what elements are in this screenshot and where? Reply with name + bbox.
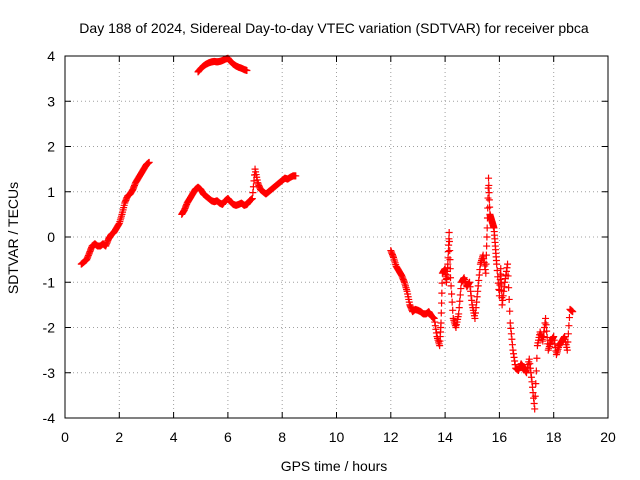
- data-point: [249, 183, 257, 191]
- x-tick-label: 2: [115, 429, 123, 445]
- data-point: [497, 272, 505, 280]
- data-point: [482, 251, 490, 259]
- data-point: [483, 242, 491, 250]
- data-point: [447, 274, 455, 282]
- data-point: [455, 304, 463, 312]
- x-tick-label: 4: [170, 429, 178, 445]
- y-tick-label: -1: [43, 274, 56, 290]
- x-tick-label: 12: [383, 429, 399, 445]
- data-point: [446, 256, 454, 264]
- data-point: [437, 309, 445, 317]
- data-point: [446, 247, 454, 255]
- data-point: [506, 307, 514, 315]
- data-point: [484, 194, 492, 202]
- y-axis-label: SDTVAR / TECUs: [5, 182, 21, 294]
- data-point: [531, 392, 539, 400]
- data-point: [444, 260, 452, 268]
- data-point: [542, 314, 550, 322]
- data-point: [485, 189, 493, 197]
- data-point: [248, 195, 256, 203]
- data-point: [457, 285, 465, 293]
- x-tick-label: 20: [600, 429, 616, 445]
- data-point: [456, 297, 464, 305]
- series-2: [178, 165, 300, 218]
- data-point: [483, 224, 491, 232]
- series-3: [194, 54, 251, 76]
- series-1: [77, 158, 153, 268]
- data-point: [243, 66, 251, 74]
- data-point: [532, 380, 540, 388]
- y-tick-label: 1: [47, 184, 55, 200]
- data-point: [504, 260, 512, 268]
- y-tick-label: 0: [47, 229, 55, 245]
- y-tick-label: 4: [47, 48, 55, 64]
- data-point: [446, 265, 454, 273]
- x-tick-label: 18: [546, 429, 562, 445]
- data-point: [505, 295, 513, 303]
- data-point: [565, 314, 573, 322]
- data-point: [445, 238, 453, 246]
- y-tick-label: 2: [47, 139, 55, 155]
- data-points: [77, 54, 577, 413]
- data-point: [543, 333, 551, 341]
- x-tick-label: 6: [224, 429, 232, 445]
- data-point: [569, 308, 577, 316]
- data-point: [485, 174, 493, 182]
- data-point: [497, 265, 505, 273]
- y-tick-label: 3: [47, 93, 55, 109]
- plot-frame: [64, 55, 609, 419]
- x-axis-label: GPS time / hours: [281, 458, 388, 474]
- data-point: [532, 367, 540, 375]
- data-point: [445, 228, 453, 236]
- series-4: [387, 174, 577, 413]
- data-point: [145, 158, 153, 166]
- data-point: [497, 279, 505, 287]
- data-point: [249, 189, 257, 197]
- data-point: [543, 327, 551, 335]
- x-tick-label: 16: [492, 429, 508, 445]
- y-tick-label: -4: [43, 410, 56, 426]
- data-point: [493, 260, 501, 268]
- data-point: [504, 272, 512, 280]
- data-point: [565, 322, 573, 330]
- chart-title: Day 188 of 2024, Sidereal Day-to-day VTE…: [79, 20, 589, 36]
- data-point: [437, 319, 445, 327]
- x-tick-label: 10: [329, 429, 345, 445]
- x-tick-label: 8: [278, 429, 286, 445]
- data-point: [455, 310, 463, 318]
- data-point: [445, 241, 453, 249]
- data-point: [447, 282, 455, 290]
- y-tick-label: -3: [43, 365, 56, 381]
- data-point: [483, 233, 491, 241]
- data-point: [564, 338, 572, 346]
- data-point: [485, 181, 493, 189]
- data-point: [542, 321, 550, 329]
- data-point: [456, 291, 464, 299]
- data-point: [531, 405, 539, 413]
- x-tick-label: 14: [437, 429, 453, 445]
- data-point: [533, 354, 541, 362]
- data-point: [563, 346, 571, 354]
- data-point: [485, 196, 493, 204]
- data-point: [505, 284, 513, 292]
- data-point: [438, 289, 446, 297]
- data-point: [438, 279, 446, 287]
- data-point: [482, 269, 490, 277]
- data-point: [493, 266, 501, 274]
- data-point: [438, 299, 446, 307]
- data-point: [250, 177, 258, 185]
- data-point: [564, 330, 572, 338]
- x-tick-label: 0: [61, 429, 69, 445]
- data-point: [449, 306, 457, 314]
- data-point: [486, 203, 494, 211]
- data-point: [448, 298, 456, 306]
- data-point: [292, 172, 300, 180]
- y-tick-label: -2: [43, 320, 56, 336]
- data-point: [448, 290, 456, 298]
- data-point: [444, 247, 452, 255]
- data-point: [482, 260, 490, 268]
